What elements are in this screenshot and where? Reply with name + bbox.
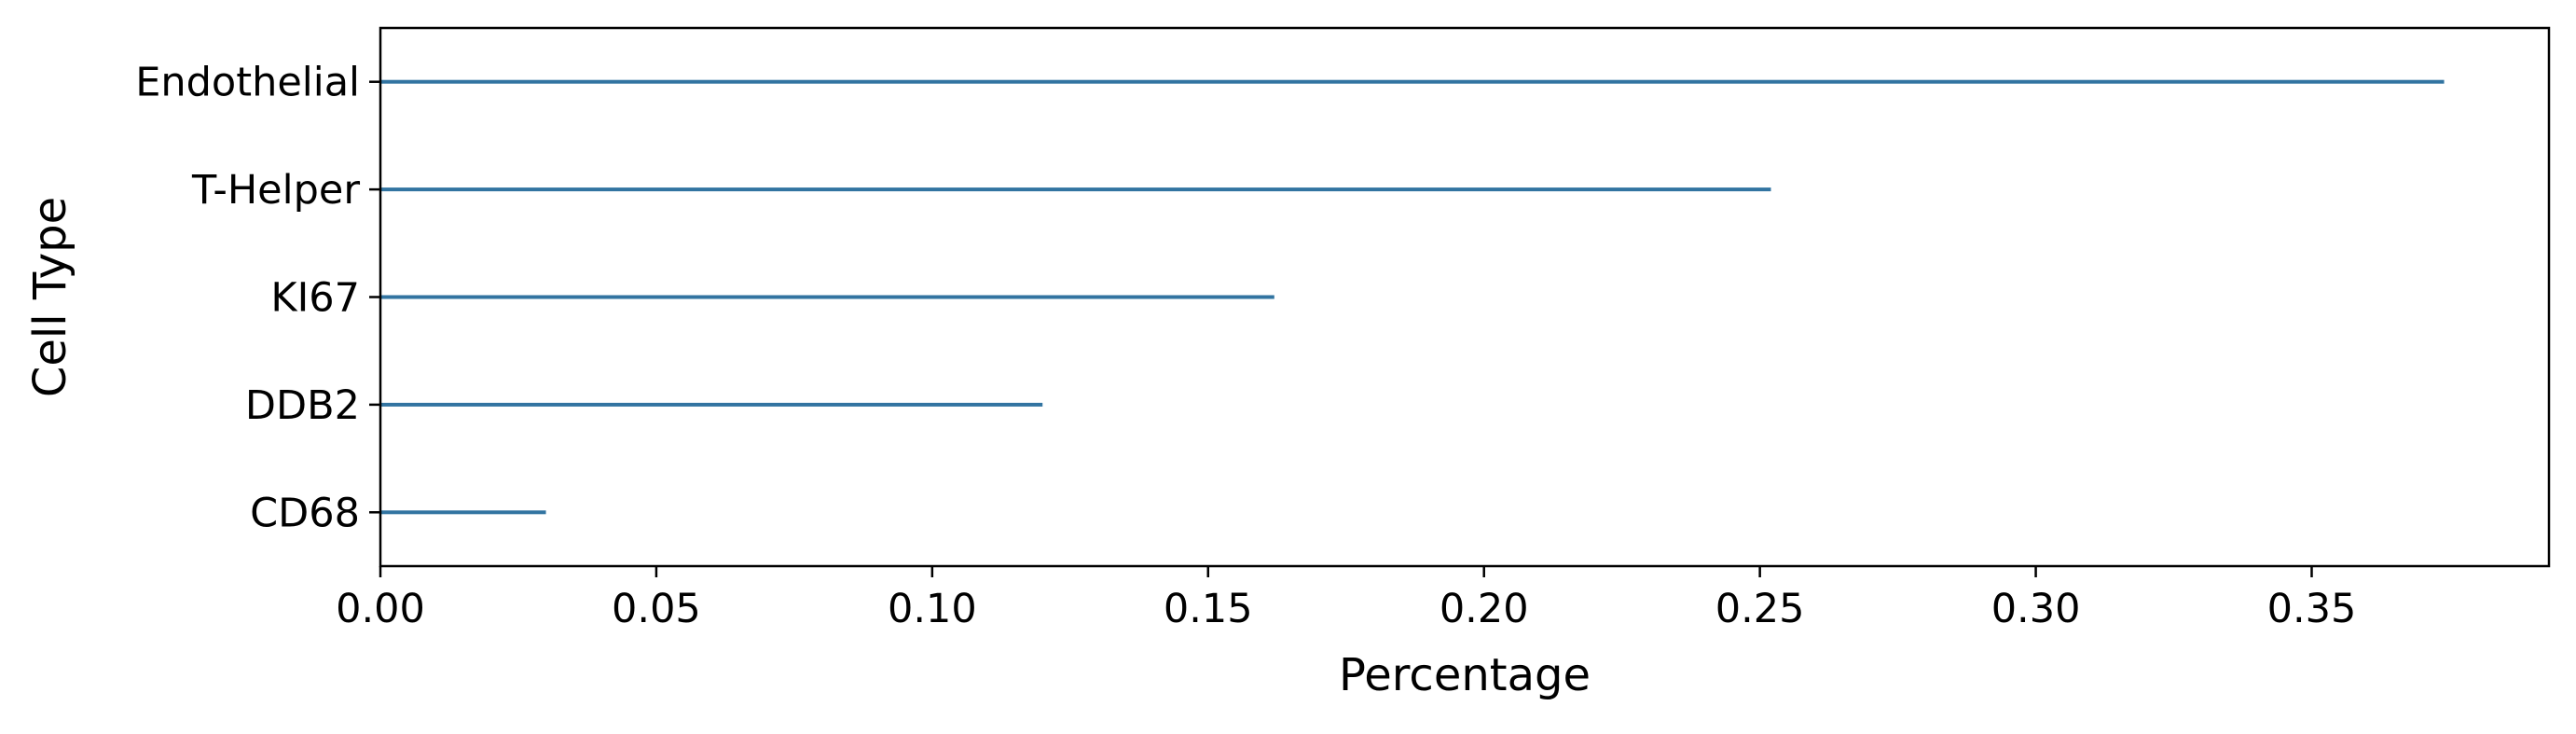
bars-layer	[380, 79, 2445, 515]
y-axis-title: Cell Type	[24, 197, 76, 397]
x-tick-label: 0.35	[2267, 586, 2357, 632]
y-tick-label: KI67	[270, 275, 360, 322]
y-tick-label: CD68	[250, 490, 360, 536]
x-tick-label: 0.10	[888, 586, 977, 632]
bar-endothelial	[380, 79, 2445, 84]
bar-cd68	[380, 510, 546, 515]
x-tick-label: 0.15	[1164, 586, 1253, 632]
bar-ki67	[380, 295, 1274, 299]
x-tick-label: 0.30	[1991, 586, 2081, 632]
x-tick-label: 0.00	[336, 586, 425, 632]
x-tick-label: 0.20	[1440, 586, 1529, 632]
y-tick-label: Endothelial	[135, 60, 360, 106]
x-tick-label: 0.05	[612, 586, 701, 632]
x-axis-title: Percentage	[1339, 649, 1591, 701]
bar-t-helper	[380, 187, 1771, 192]
bar-ddb2	[380, 402, 1043, 407]
y-tick-label: DDB2	[245, 382, 360, 429]
y-tick-label: T-Helper	[191, 167, 360, 214]
x-tick-label: 0.25	[1715, 586, 1805, 632]
x-axis: 0.00 0.05 0.10 0.15 0.20 0.25 0.30 0.35	[336, 566, 2356, 632]
y-axis: Endothelial T-Helper KI67 DDB2 CD68	[135, 60, 380, 536]
